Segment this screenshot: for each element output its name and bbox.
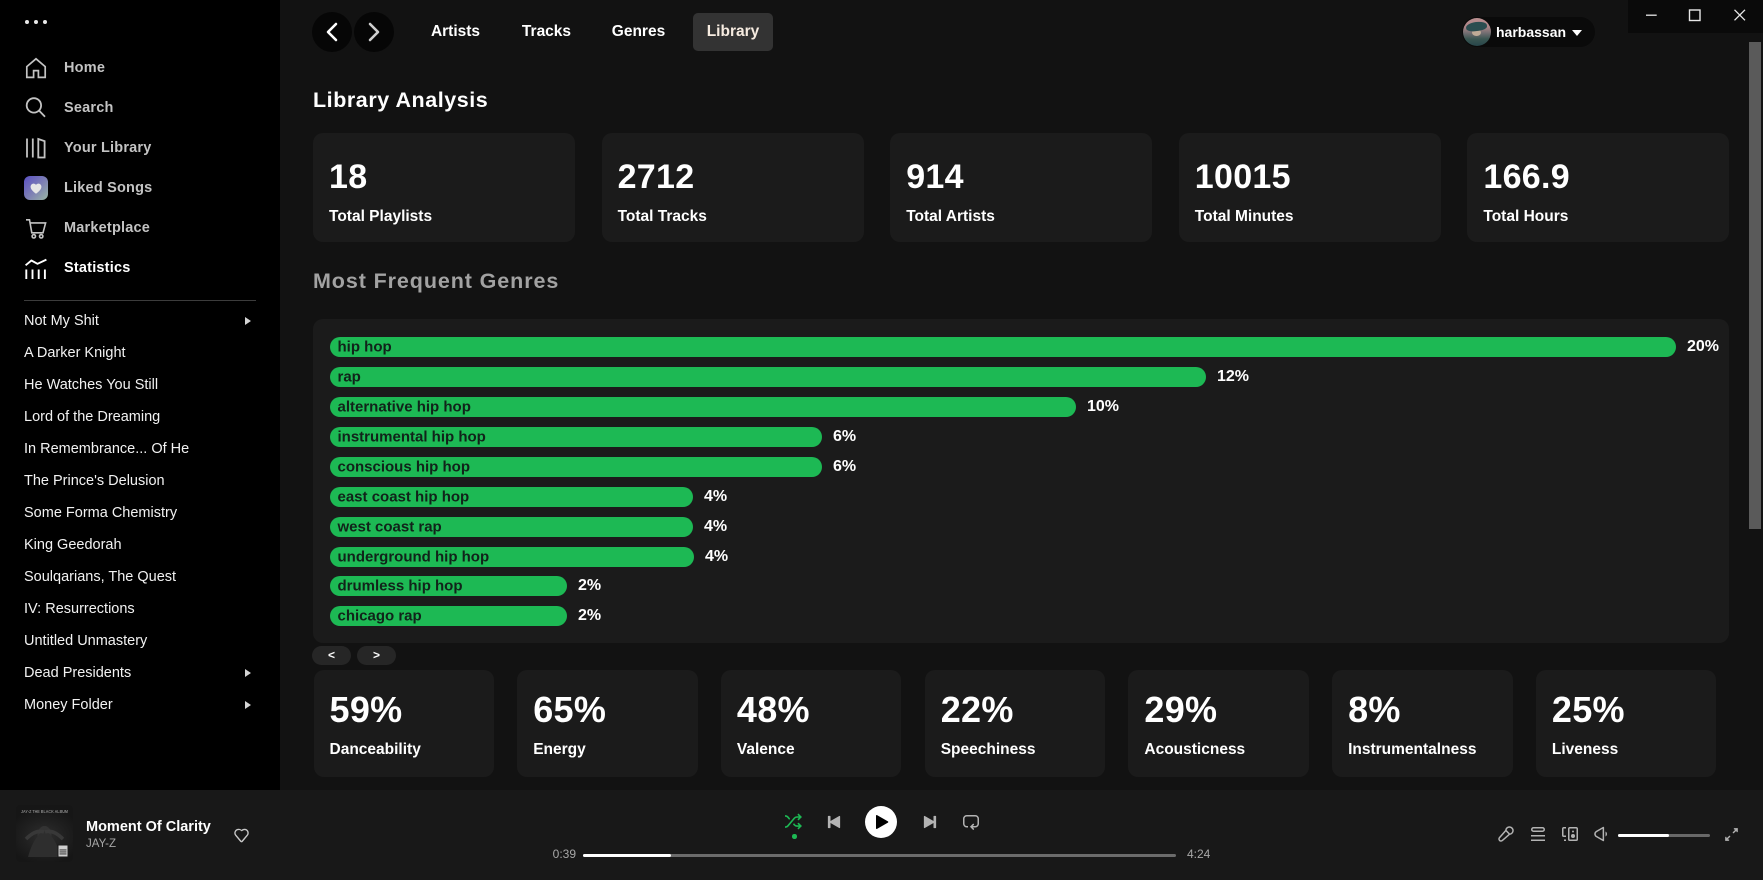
svg-text:JAY‑Z THE BLACK ALBUM: JAY‑Z THE BLACK ALBUM (21, 809, 68, 814)
